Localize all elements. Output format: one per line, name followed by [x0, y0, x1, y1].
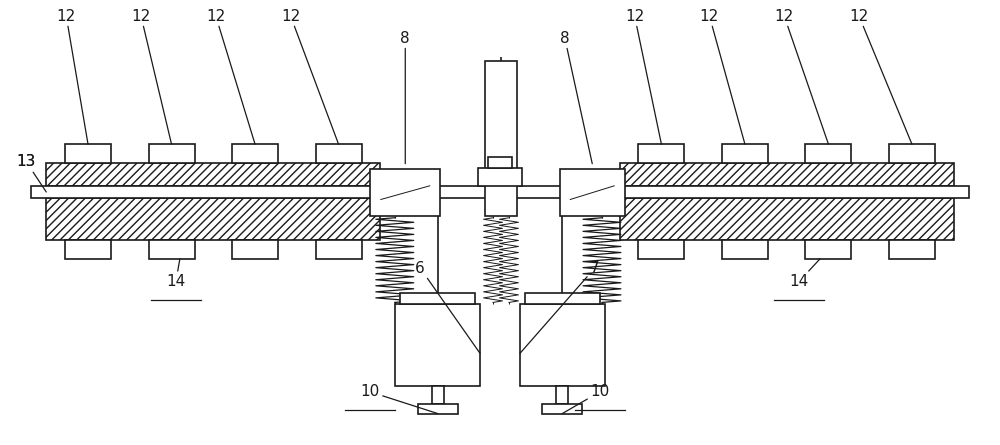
Bar — [316, 240, 362, 259]
Text: 12: 12 — [625, 8, 661, 144]
Text: 12: 12 — [849, 8, 912, 144]
Bar — [370, 170, 440, 216]
Text: 12: 12 — [131, 8, 172, 144]
Bar — [395, 304, 480, 386]
Text: 10: 10 — [361, 384, 438, 413]
Text: 13: 13 — [17, 154, 36, 170]
Bar — [542, 404, 582, 413]
Text: 14: 14 — [166, 259, 186, 289]
Bar — [316, 144, 362, 163]
Bar — [520, 304, 605, 386]
Text: 7: 7 — [520, 261, 600, 353]
Bar — [722, 240, 768, 259]
Text: 6: 6 — [415, 261, 480, 353]
Bar — [889, 144, 935, 163]
Bar — [620, 163, 954, 186]
Bar — [432, 386, 444, 404]
Text: 14: 14 — [790, 259, 820, 289]
Bar — [31, 186, 969, 198]
Text: 8: 8 — [560, 31, 592, 164]
Bar — [149, 240, 195, 259]
Bar — [638, 144, 684, 163]
Bar — [620, 198, 954, 240]
Bar — [46, 198, 380, 240]
Bar — [478, 168, 522, 186]
Bar — [65, 144, 111, 163]
Bar — [805, 240, 851, 259]
Bar — [232, 144, 278, 163]
Bar — [400, 293, 475, 304]
Text: 12: 12 — [206, 8, 255, 144]
Bar — [560, 170, 625, 216]
Text: 8: 8 — [400, 31, 410, 164]
Text: 10: 10 — [562, 384, 609, 413]
Bar — [638, 240, 684, 259]
Bar — [485, 61, 517, 216]
Bar — [65, 240, 111, 259]
Text: 12: 12 — [57, 8, 88, 144]
Text: 12: 12 — [281, 8, 339, 144]
Bar — [232, 240, 278, 259]
Bar — [556, 386, 568, 404]
Text: 12: 12 — [700, 8, 745, 144]
Bar — [46, 163, 380, 186]
Bar — [889, 240, 935, 259]
Bar — [722, 144, 768, 163]
Bar — [488, 157, 512, 168]
Bar — [525, 293, 600, 304]
Text: 12: 12 — [775, 8, 828, 144]
Bar — [805, 144, 851, 163]
Text: 13: 13 — [17, 154, 46, 192]
Bar — [418, 404, 458, 413]
Bar — [149, 144, 195, 163]
